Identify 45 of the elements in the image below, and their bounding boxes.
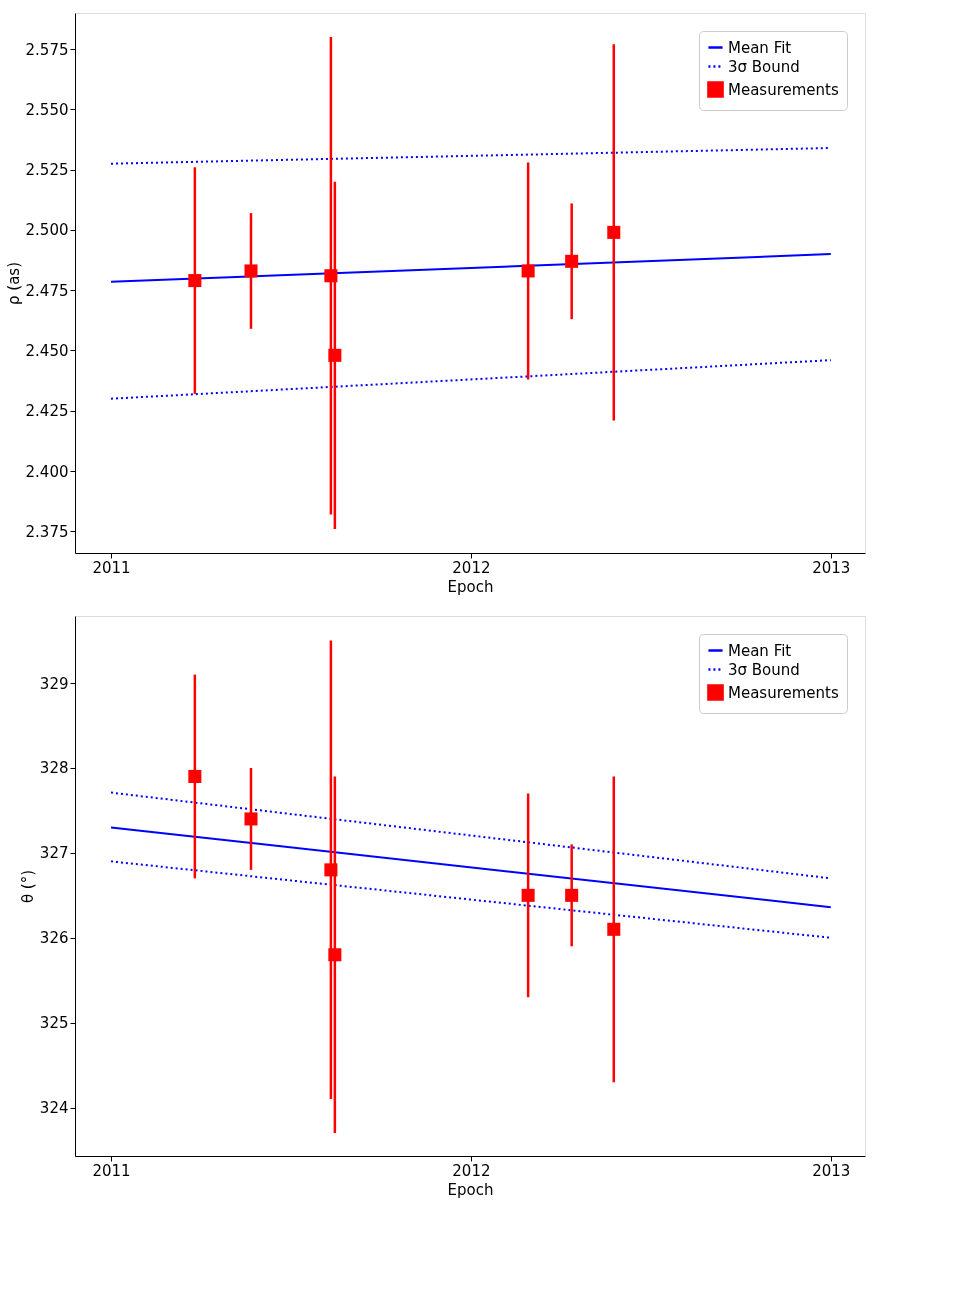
legend-label: Measurements	[728, 80, 839, 99]
y-tick-label: 327	[39, 844, 69, 863]
x-tick-label: 2011	[92, 1161, 131, 1180]
point	[565, 254, 579, 268]
point	[328, 348, 342, 362]
x-tick-label: 2012	[452, 558, 491, 577]
point	[521, 888, 535, 902]
legend-label: Measurements	[728, 683, 839, 702]
y-tick-label: 326	[39, 929, 69, 948]
x-axis-title: Epoch	[447, 1180, 494, 1199]
x-tick-label: 2011	[92, 558, 131, 577]
point	[188, 769, 202, 783]
legend-label: 3σ Bound	[728, 57, 800, 76]
point	[521, 264, 535, 278]
y-axis-title: ρ (as)	[4, 261, 23, 306]
y-tick-label: 324	[39, 1099, 69, 1118]
x-tick-label: 2013	[812, 558, 851, 577]
y-tick-label: 2.575	[25, 40, 69, 59]
point	[607, 922, 621, 936]
point	[324, 269, 338, 283]
y-tick-label: 329	[39, 674, 69, 693]
x-tick-label: 2013	[812, 1161, 851, 1180]
point	[328, 948, 342, 962]
y-tick-label: 328	[39, 759, 69, 778]
legend-label: Mean Fit	[728, 641, 792, 660]
y-axis-title: θ (°)	[18, 869, 37, 904]
y-tick-label: 325	[39, 1014, 69, 1033]
point	[244, 264, 258, 278]
y-tick-label: 2.475	[25, 281, 69, 300]
y-tick-label: 2.550	[25, 100, 69, 119]
y-tick-label: 2.450	[25, 342, 69, 360]
y-tick-label: 2.375	[25, 522, 69, 541]
x-tick-label: 2012	[452, 1161, 491, 1180]
point	[324, 863, 338, 877]
legend-label: 3σ Bound	[728, 660, 800, 679]
point	[565, 888, 579, 902]
point	[188, 274, 202, 288]
point	[244, 812, 258, 826]
legend-label: Mean Fit	[728, 38, 792, 57]
y-tick-label: 2.425	[25, 402, 69, 421]
x-axis-title: Epoch	[447, 577, 494, 596]
y-tick-label: 2.500	[25, 221, 69, 240]
point	[607, 225, 621, 239]
y-tick-label: 2.400	[25, 462, 69, 481]
y-tick-label: 2.525	[25, 161, 69, 180]
